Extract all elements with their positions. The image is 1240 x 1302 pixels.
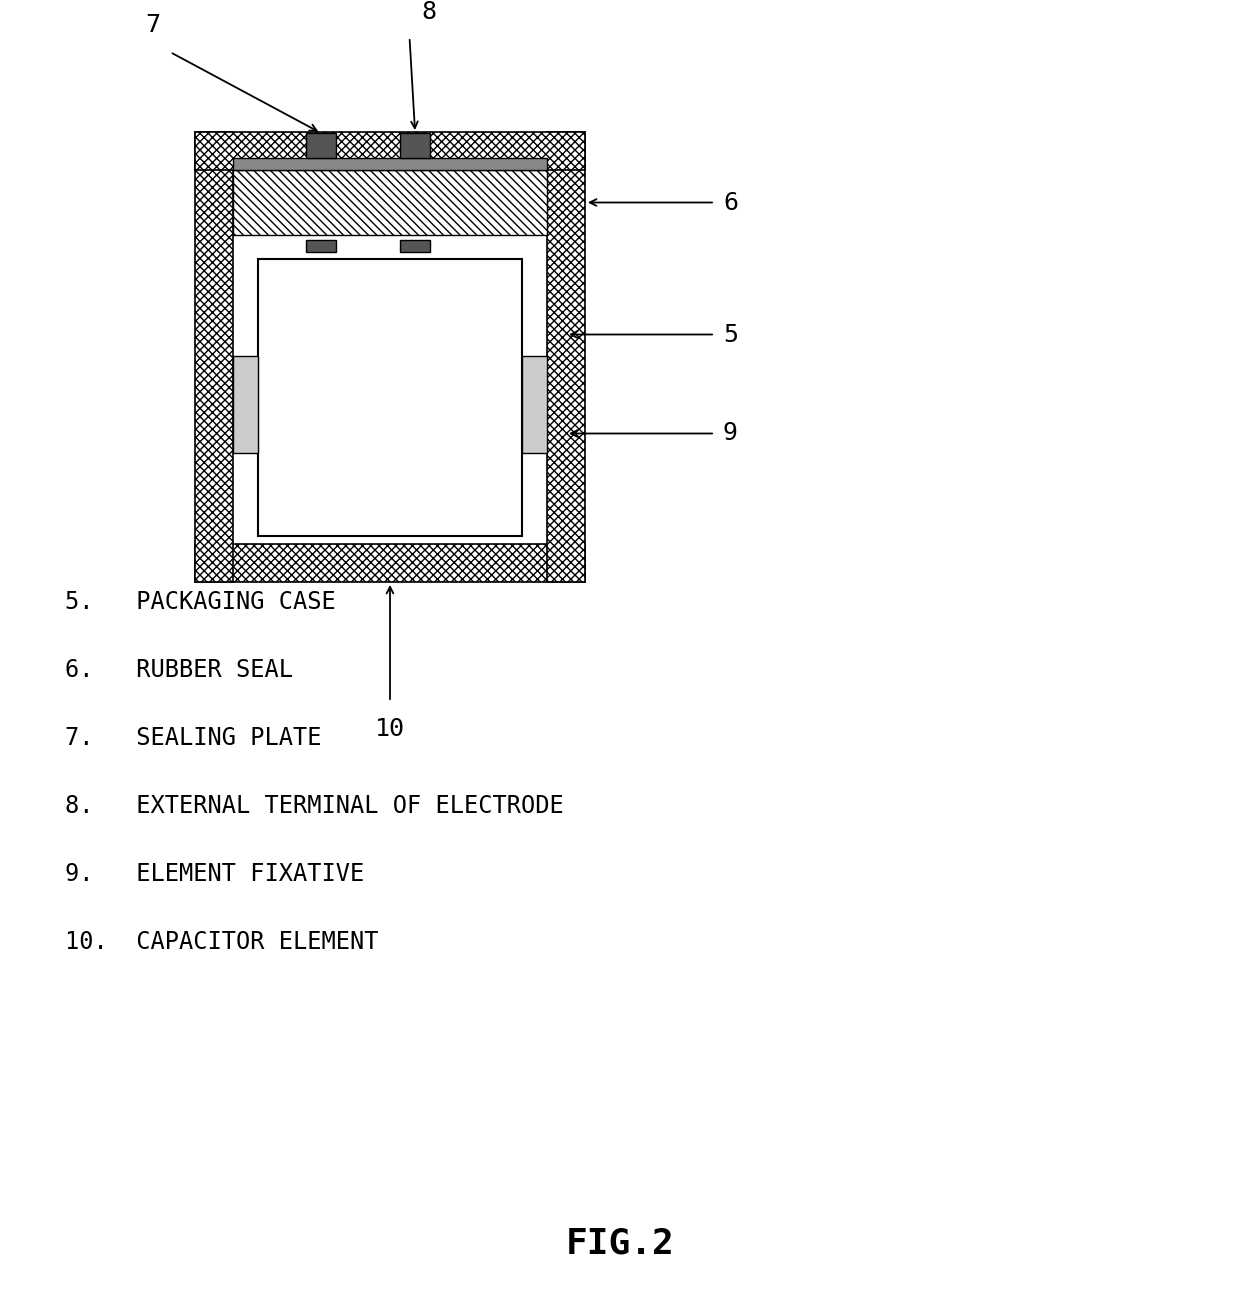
Bar	[547, 132, 585, 582]
Bar	[401, 133, 430, 158]
Text: 10.  CAPACITOR ELEMENT: 10. CAPACITOR ELEMENT	[64, 930, 378, 954]
Text: 10: 10	[374, 717, 405, 741]
Bar	[195, 544, 585, 582]
Text: 5.   PACKAGING CASE: 5. PACKAGING CASE	[64, 590, 336, 615]
Text: FIG.2: FIG.2	[565, 1226, 675, 1260]
Text: 8.   EXTERNAL TERMINAL OF ELECTRODE: 8. EXTERNAL TERMINAL OF ELECTRODE	[64, 794, 564, 818]
Text: 6.   RUBBER SEAL: 6. RUBBER SEAL	[64, 658, 293, 682]
Bar	[401, 240, 430, 253]
Text: 9: 9	[723, 422, 738, 445]
Bar	[195, 132, 585, 171]
Text: 8: 8	[422, 0, 436, 23]
Bar	[195, 132, 233, 582]
Bar	[233, 158, 547, 171]
Bar	[258, 259, 522, 536]
Text: 7.   SEALING PLATE: 7. SEALING PLATE	[64, 727, 321, 750]
Bar	[522, 355, 547, 453]
Bar	[233, 355, 258, 453]
Text: 7: 7	[145, 13, 160, 36]
Bar	[306, 133, 336, 158]
Bar	[306, 240, 336, 253]
Text: 6: 6	[723, 190, 738, 215]
Bar	[233, 171, 547, 234]
Text: 9.   ELEMENT FIXATIVE: 9. ELEMENT FIXATIVE	[64, 862, 365, 885]
Text: 5: 5	[723, 323, 738, 346]
